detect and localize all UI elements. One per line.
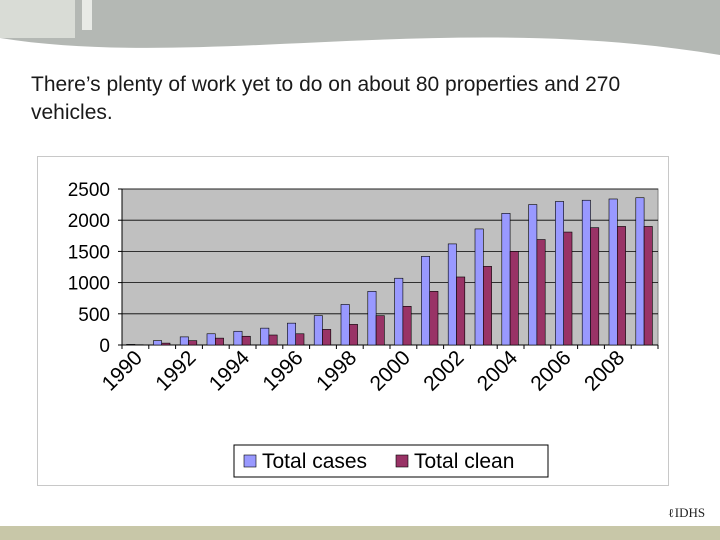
bar-total-clean (375, 315, 385, 346)
x-tick-label: 2002 (419, 346, 468, 395)
plot-area (121, 188, 659, 346)
bar-total-clean (563, 231, 573, 346)
bar-total-clean (215, 337, 224, 346)
bar-total-cases (179, 336, 189, 346)
bar-total-clean (402, 306, 412, 346)
bar-total-clean (429, 291, 439, 346)
bar-total-clean (590, 227, 600, 346)
bar-total-cases (474, 228, 484, 346)
bar-total-cases (367, 291, 377, 346)
bar-total-clean (482, 266, 492, 346)
y-tick-label: 2500 (68, 180, 110, 201)
bar-total-cases (394, 277, 404, 346)
x-tick-label: 2000 (366, 346, 415, 395)
x-tick-label: 2008 (580, 346, 629, 395)
footer-bar (0, 526, 720, 540)
bar-total-clean (616, 226, 626, 346)
logo-mark-icon: ℓ (668, 506, 674, 520)
x-tick-label: 2004 (473, 346, 523, 396)
legend-swatch-total-cases (243, 454, 257, 468)
bar-total-cases (260, 327, 270, 346)
bar-total-clean (509, 251, 519, 346)
legend-box (233, 444, 549, 478)
bar-total-cases (233, 330, 243, 346)
bar-total-cases (313, 315, 323, 346)
banner-accent-strip (82, 0, 92, 30)
y-tick-label: 1000 (68, 274, 110, 295)
bar-total-cases (126, 344, 136, 346)
bar-total-cases (635, 197, 645, 346)
bar-total-clean (295, 333, 305, 346)
bar-total-clean (161, 342, 171, 346)
chart-frame: 0 500 1000 1500 2000 2500 1990 1992 1994 1996 1998… (37, 156, 669, 486)
legend-label-total-clean: Total clean (414, 450, 514, 473)
header-banner (0, 0, 720, 70)
bar-total-clean (188, 340, 198, 346)
y-tick-label: 2000 (68, 211, 110, 232)
x-tick-label: 1998 (312, 346, 361, 395)
bar-total-cases (421, 256, 430, 346)
bar-total-clean (322, 329, 332, 346)
bar-total-clean (241, 335, 251, 346)
legend-label-total-cases: Total cases (262, 450, 367, 473)
bar-total-clean (536, 239, 546, 346)
bar-total-cases (153, 340, 163, 346)
bar-total-cases (608, 198, 618, 346)
bar-total-cases (206, 333, 216, 346)
bar-total-cases (528, 204, 538, 346)
x-tick-label: 1992 (151, 346, 200, 395)
bar-total-cases (501, 213, 511, 346)
bar-total-cases (287, 322, 296, 346)
bar-total-cases (447, 243, 457, 346)
logo-text: IDHS (674, 505, 706, 520)
y-tick-label: 500 (78, 305, 110, 326)
banner-wave (0, 37, 720, 70)
bar-total-clean (134, 344, 144, 346)
bar-total-clean (456, 276, 466, 346)
bar-total-clean (643, 226, 653, 346)
y-tick-label: 0 (99, 336, 110, 357)
x-tick-label: 2006 (526, 346, 575, 395)
bar-total-cases (555, 201, 565, 346)
bar-total-clean (268, 334, 278, 346)
x-tick-label: 1994 (205, 346, 255, 396)
bar-total-clean (348, 324, 358, 346)
legend-swatch-total-clean (395, 454, 409, 468)
banner-light-block (0, 0, 75, 38)
bar-total-cases (340, 304, 350, 346)
y-tick-label: 1500 (68, 242, 110, 263)
idhs-logo: ℓIDHS (668, 505, 705, 521)
slide-headline: There’s plenty of work yet to do on abou… (31, 73, 621, 124)
bar-total-cases (581, 199, 591, 346)
x-tick-label: 1996 (258, 346, 307, 395)
